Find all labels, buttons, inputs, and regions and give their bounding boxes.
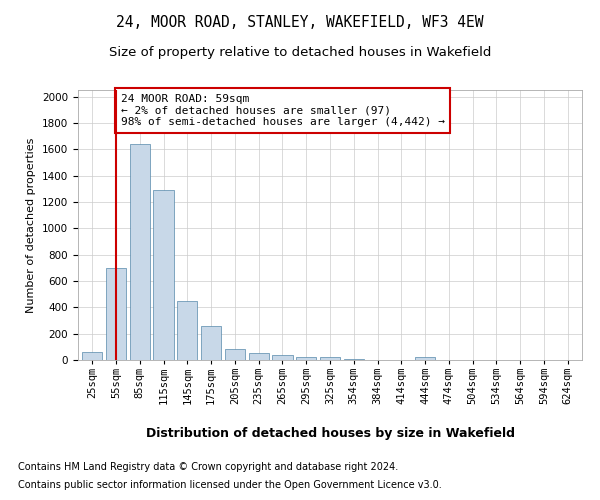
Bar xyxy=(415,356,435,360)
Bar xyxy=(296,356,316,360)
Bar xyxy=(272,356,293,360)
Bar xyxy=(225,349,245,360)
Bar xyxy=(154,190,173,360)
Text: Size of property relative to detached houses in Wakefield: Size of property relative to detached ho… xyxy=(109,46,491,59)
Text: 24 MOOR ROAD: 59sqm
← 2% of detached houses are smaller (97)
98% of semi-detache: 24 MOOR ROAD: 59sqm ← 2% of detached hou… xyxy=(121,94,445,127)
Bar xyxy=(82,352,103,360)
Bar xyxy=(248,354,269,360)
Bar xyxy=(344,358,364,360)
Text: Distribution of detached houses by size in Wakefield: Distribution of detached houses by size … xyxy=(146,428,515,440)
Text: Contains public sector information licensed under the Open Government Licence v3: Contains public sector information licen… xyxy=(18,480,442,490)
Bar xyxy=(201,326,221,360)
Bar xyxy=(320,356,340,360)
Bar xyxy=(177,300,197,360)
Y-axis label: Number of detached properties: Number of detached properties xyxy=(26,138,37,312)
Text: Contains HM Land Registry data © Crown copyright and database right 2024.: Contains HM Land Registry data © Crown c… xyxy=(18,462,398,472)
Bar xyxy=(106,268,126,360)
Bar xyxy=(130,144,150,360)
Text: 24, MOOR ROAD, STANLEY, WAKEFIELD, WF3 4EW: 24, MOOR ROAD, STANLEY, WAKEFIELD, WF3 4… xyxy=(116,15,484,30)
